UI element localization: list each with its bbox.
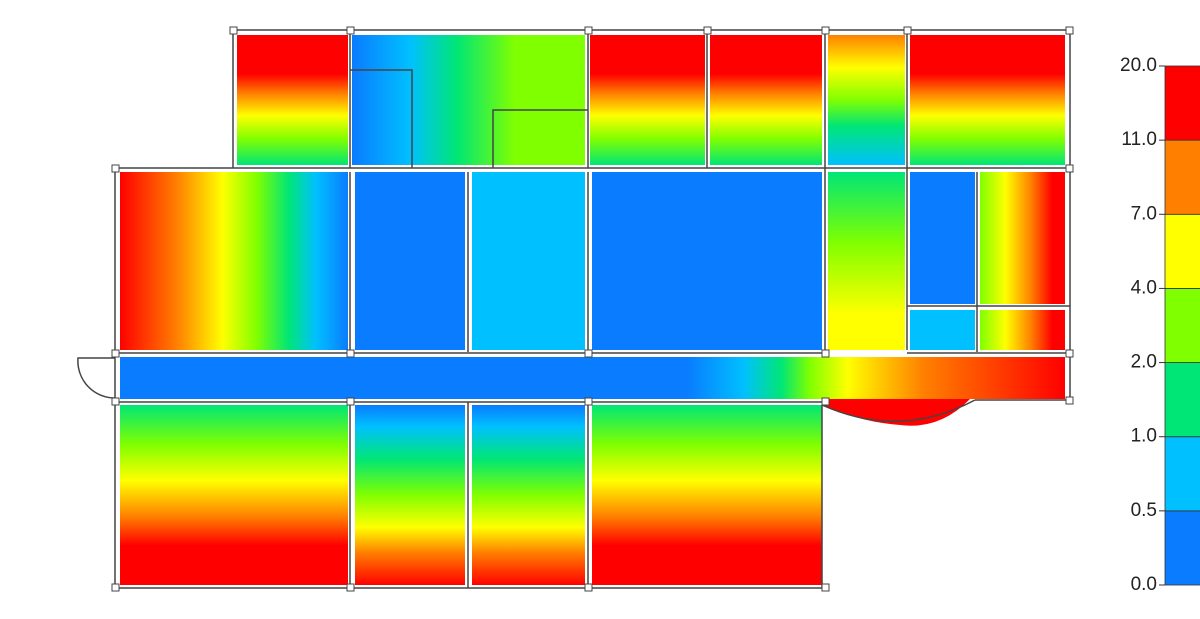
bay-wall xyxy=(821,399,976,423)
room-field xyxy=(980,172,1065,304)
post xyxy=(1065,396,1074,405)
post xyxy=(346,583,355,592)
post xyxy=(346,349,355,358)
posts xyxy=(111,26,1074,592)
inner-wall xyxy=(350,69,588,168)
colorbar-band xyxy=(1164,139,1200,215)
room-field xyxy=(710,35,822,165)
post xyxy=(903,26,912,35)
post xyxy=(1065,349,1074,358)
post xyxy=(584,397,593,406)
room-field xyxy=(910,172,975,304)
room-field xyxy=(828,172,905,350)
floor-plan xyxy=(77,26,1074,592)
colorbar-tick-label: 7.0 xyxy=(1131,203,1157,224)
colorbar-band xyxy=(1164,436,1200,512)
room-field xyxy=(120,172,348,350)
post xyxy=(111,164,120,173)
colorbar-band xyxy=(1164,362,1200,438)
post xyxy=(229,26,238,35)
colorbar-band xyxy=(1164,510,1200,586)
colorbar-band xyxy=(1164,65,1200,141)
room-field xyxy=(592,172,822,350)
post xyxy=(346,26,355,35)
post xyxy=(584,349,593,358)
room-field xyxy=(910,35,1065,165)
bay-field xyxy=(822,399,970,426)
room-field xyxy=(472,405,585,585)
room-field xyxy=(592,405,822,585)
colorbar-tick-label: 11.0 xyxy=(1121,129,1157,150)
corridor-field xyxy=(120,357,1065,399)
colorbar-tick-label: 2.0 xyxy=(1131,352,1157,373)
room-field xyxy=(352,35,585,165)
post xyxy=(346,397,355,406)
room-field xyxy=(355,405,465,585)
colorbar: 0.0 0.5 1.0 2.0 4.0 7.0 11.0 20.0 xyxy=(1120,55,1200,595)
post xyxy=(1065,164,1074,173)
post xyxy=(821,26,830,35)
door xyxy=(77,357,116,399)
room-field xyxy=(355,172,465,350)
room-field xyxy=(828,35,905,165)
inner-wall xyxy=(115,30,1070,588)
post xyxy=(1065,26,1074,35)
colorbar-tick-label: 4.0 xyxy=(1131,277,1157,298)
room-field xyxy=(237,35,348,165)
room-field xyxy=(590,35,705,165)
post xyxy=(584,26,593,35)
post xyxy=(821,583,830,592)
colorbar-tick-label: 20.0 xyxy=(1120,55,1157,76)
colorbar-band xyxy=(1164,213,1200,289)
post xyxy=(111,397,120,406)
post xyxy=(703,26,712,35)
post xyxy=(584,583,593,592)
post xyxy=(821,349,830,358)
post xyxy=(111,349,120,358)
colorbar-tick-label: 1.0 xyxy=(1131,426,1157,447)
colorbar-tick-label: 0.5 xyxy=(1131,500,1157,521)
colorbar-tick-label: 0.0 xyxy=(1131,574,1157,595)
room-field xyxy=(910,310,975,350)
room-field xyxy=(120,405,348,585)
colorbar-band xyxy=(1164,288,1200,363)
post xyxy=(821,397,830,406)
post xyxy=(111,583,120,592)
room-field xyxy=(980,310,1065,350)
room-field xyxy=(472,172,585,350)
